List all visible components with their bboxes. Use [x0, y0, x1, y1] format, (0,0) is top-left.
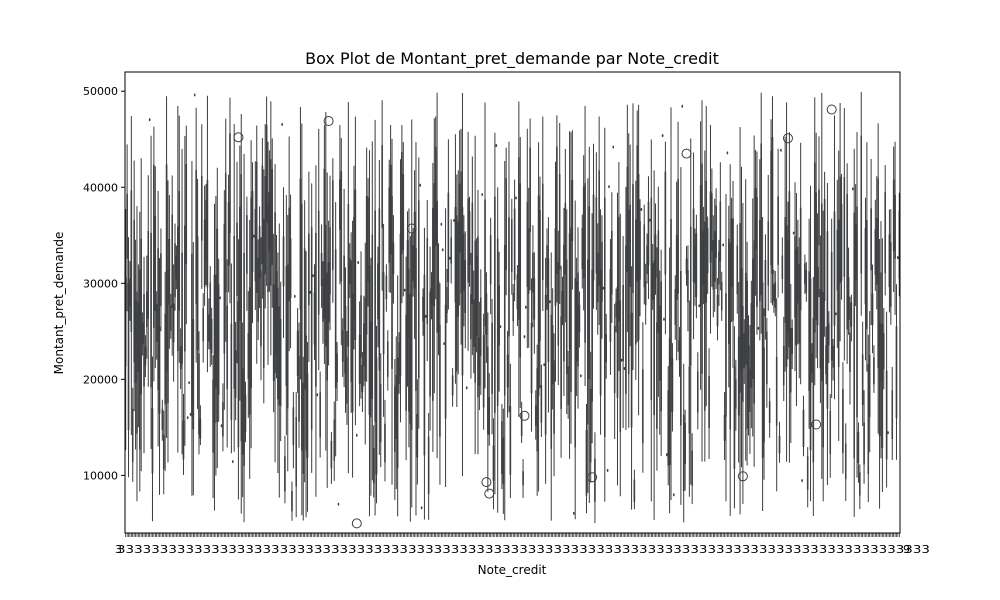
- x-ticks: [125, 533, 900, 537]
- x-tick-labels-band: 3333333333333333333333333333333333333333…: [117, 543, 930, 556]
- outlier-point: [587, 472, 598, 483]
- outlier-point: [406, 223, 417, 234]
- outlier-point: [481, 477, 492, 488]
- outlier-point: [351, 518, 362, 529]
- outlier-point: [811, 419, 822, 430]
- outlier-point: [737, 471, 748, 482]
- x-last-tick-label: 9: [903, 543, 910, 556]
- chart-title: Box Plot de Montant_pret_demande par Not…: [305, 49, 719, 69]
- y-tick-label: 40000: [83, 181, 118, 194]
- y-tick-label: 30000: [83, 277, 118, 290]
- y-tick-label: 50000: [83, 85, 118, 98]
- y-tick-label: 20000: [83, 373, 118, 386]
- outlier-point: [826, 104, 837, 115]
- x-first-tick-label: 3: [115, 543, 122, 556]
- plot-frame: [124, 71, 901, 534]
- outlier-point: [519, 410, 530, 421]
- y-axis-label: Montant_pret_demande: [52, 232, 66, 375]
- outlier-point: [681, 148, 692, 159]
- whiskers: [125, 91, 900, 523]
- plot-area: [124, 91, 901, 529]
- outlier-point: [484, 488, 495, 499]
- y-axis: 10000 20000 30000 40000 50000: [83, 85, 125, 482]
- x-axis: 3333333333333333333333333333333333333333…: [115, 533, 930, 556]
- outlier-point: [782, 133, 793, 144]
- y-tick-label: 10000: [83, 469, 118, 482]
- outlier-point: [323, 116, 334, 126]
- x-axis-label: Note_credit: [478, 563, 547, 577]
- outlier-point: [233, 132, 244, 143]
